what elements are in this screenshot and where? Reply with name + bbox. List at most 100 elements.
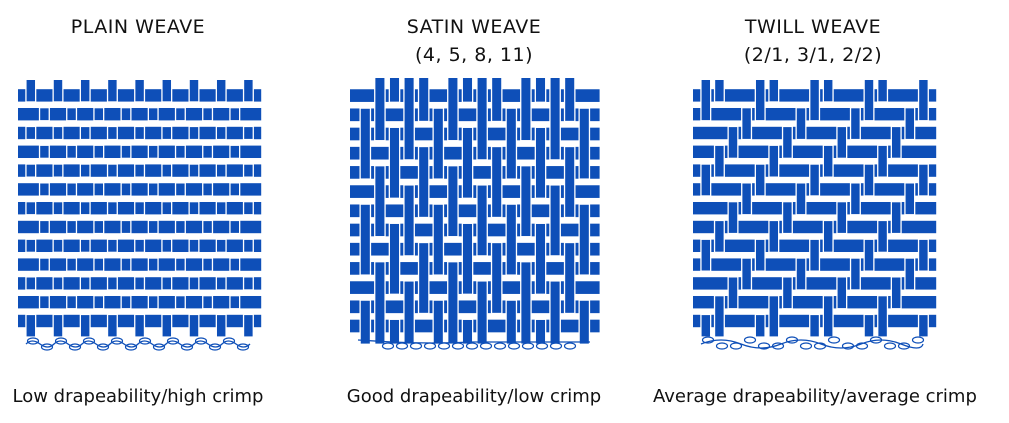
warp-thread bbox=[244, 315, 253, 337]
warp-thread bbox=[108, 239, 117, 252]
warp-thread bbox=[189, 277, 199, 290]
fiber-bundle bbox=[563, 342, 577, 350]
warp-thread bbox=[477, 78, 487, 160]
warp-thread bbox=[53, 80, 63, 102]
warp-thread bbox=[244, 127, 253, 139]
warp-thread bbox=[375, 166, 385, 237]
warp-thread bbox=[919, 80, 928, 121]
warp-thread bbox=[550, 78, 560, 160]
warp-thread bbox=[244, 80, 253, 102]
weft-thread bbox=[693, 295, 937, 309]
warp-thread bbox=[823, 296, 833, 337]
warp-thread bbox=[121, 258, 131, 271]
warp-thread bbox=[80, 315, 90, 337]
satin-weave-caption: Good drapeability/low crimp bbox=[346, 386, 602, 407]
warp-thread bbox=[26, 202, 36, 215]
warp-thread bbox=[521, 78, 531, 141]
fiber-bundle bbox=[897, 342, 911, 350]
warp-thread bbox=[203, 145, 212, 158]
warp-thread bbox=[769, 296, 779, 337]
warp-thread bbox=[67, 221, 76, 233]
warp-thread bbox=[389, 223, 400, 294]
warp-thread bbox=[837, 202, 847, 233]
fiber-bundle bbox=[54, 337, 68, 345]
warp-thread bbox=[40, 145, 49, 158]
warp-thread bbox=[244, 239, 253, 252]
warp-thread bbox=[477, 185, 487, 256]
fiber-bundle bbox=[222, 337, 236, 345]
satin-weave-title: SATIN WEAVE bbox=[406, 16, 542, 38]
warp-thread bbox=[148, 258, 158, 271]
warp-thread bbox=[701, 80, 711, 121]
warp-thread bbox=[419, 147, 429, 217]
warp-thread bbox=[203, 183, 212, 196]
warp-thread bbox=[864, 164, 874, 196]
fiber-bundle bbox=[729, 342, 743, 350]
fiber-bundle bbox=[180, 343, 194, 351]
warp-thread bbox=[53, 315, 63, 337]
warp-thread bbox=[462, 223, 473, 294]
warp-thread bbox=[176, 183, 185, 196]
weft-thread bbox=[350, 185, 600, 198]
warp-thread bbox=[67, 183, 76, 196]
fiber-bundle bbox=[194, 337, 208, 345]
warp-thread bbox=[404, 78, 414, 160]
warp-thread bbox=[40, 296, 49, 309]
warp-thread bbox=[176, 108, 185, 121]
fiber-bundle bbox=[883, 342, 897, 350]
warp-thread bbox=[108, 202, 117, 215]
warp-thread bbox=[769, 145, 779, 177]
warp-thread bbox=[878, 221, 887, 252]
warp-thread bbox=[878, 296, 887, 337]
warp-thread bbox=[796, 258, 806, 290]
warp-thread bbox=[728, 277, 738, 309]
warp-thread bbox=[769, 80, 779, 102]
warp-thread bbox=[462, 319, 473, 344]
fiber-bundle bbox=[715, 342, 729, 350]
fiber-bundle bbox=[701, 336, 715, 344]
warp-thread bbox=[108, 164, 117, 177]
warp-thread bbox=[40, 258, 49, 271]
warp-thread bbox=[26, 239, 36, 252]
fiber-bundle bbox=[451, 342, 465, 350]
warp-thread bbox=[755, 239, 765, 271]
warp-thread bbox=[783, 202, 792, 233]
warp-thread bbox=[755, 315, 765, 337]
warp-thread bbox=[919, 239, 928, 271]
warp-thread bbox=[419, 243, 429, 313]
warp-thread bbox=[53, 202, 63, 215]
plain-weave-caption: Low drapeability/high crimp bbox=[12, 386, 264, 407]
warp-thread bbox=[919, 164, 928, 196]
fiber-bundle bbox=[395, 342, 409, 350]
fiber-bundle bbox=[535, 342, 549, 350]
warp-thread bbox=[535, 319, 546, 344]
warp-thread bbox=[26, 277, 36, 290]
fiber-bundle bbox=[785, 336, 799, 344]
warp-thread bbox=[189, 80, 199, 102]
warp-thread bbox=[189, 202, 199, 215]
twill-weave-diagram bbox=[693, 80, 937, 337]
warp-thread bbox=[230, 108, 240, 121]
warp-thread bbox=[462, 127, 473, 198]
warp-thread bbox=[579, 204, 589, 275]
warp-thread bbox=[121, 183, 131, 196]
fiber-bundle bbox=[841, 342, 855, 350]
twill-weave-subtitle: (2/1, 3/1, 2/2) bbox=[743, 44, 883, 66]
weft-thread bbox=[693, 277, 937, 290]
warp-thread bbox=[701, 239, 711, 271]
warp-thread bbox=[565, 147, 575, 217]
weft-thread bbox=[350, 127, 600, 141]
warp-thread bbox=[176, 221, 185, 233]
warp-thread bbox=[189, 315, 199, 337]
warp-thread bbox=[148, 221, 158, 233]
weft-thread bbox=[350, 204, 600, 218]
warp-thread bbox=[389, 78, 400, 102]
warp-thread bbox=[108, 315, 117, 337]
fiber-bundle bbox=[68, 343, 82, 351]
warp-thread bbox=[755, 80, 765, 121]
warp-thread bbox=[891, 202, 901, 233]
warp-thread bbox=[230, 296, 240, 309]
warp-thread bbox=[864, 315, 874, 337]
warp-thread bbox=[823, 80, 833, 102]
fiber-bundle bbox=[152, 343, 166, 351]
